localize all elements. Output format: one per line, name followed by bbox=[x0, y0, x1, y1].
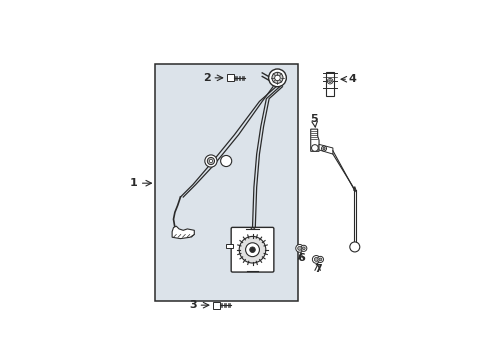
Text: 7: 7 bbox=[314, 264, 321, 274]
Circle shape bbox=[323, 148, 325, 150]
Bar bbox=[155, 64, 298, 301]
Circle shape bbox=[269, 69, 286, 87]
Text: 5: 5 bbox=[310, 114, 318, 125]
Text: 2: 2 bbox=[203, 73, 211, 83]
Circle shape bbox=[275, 75, 280, 81]
Circle shape bbox=[301, 245, 307, 251]
Circle shape bbox=[318, 256, 323, 262]
Text: 4: 4 bbox=[348, 74, 356, 84]
Circle shape bbox=[302, 247, 305, 250]
Circle shape bbox=[321, 146, 326, 151]
Bar bbox=[213, 302, 220, 309]
Circle shape bbox=[272, 72, 283, 84]
Circle shape bbox=[314, 257, 318, 261]
Circle shape bbox=[312, 145, 318, 151]
Circle shape bbox=[350, 242, 360, 252]
Circle shape bbox=[327, 78, 333, 84]
Text: 1: 1 bbox=[129, 178, 137, 188]
Polygon shape bbox=[225, 244, 233, 248]
Polygon shape bbox=[172, 226, 195, 239]
Circle shape bbox=[298, 246, 301, 250]
Circle shape bbox=[319, 258, 322, 261]
Polygon shape bbox=[311, 129, 319, 151]
FancyBboxPatch shape bbox=[231, 228, 274, 272]
Circle shape bbox=[207, 157, 215, 165]
Circle shape bbox=[296, 244, 303, 252]
Circle shape bbox=[329, 80, 332, 82]
Circle shape bbox=[239, 237, 266, 263]
Text: 3: 3 bbox=[189, 300, 196, 310]
Circle shape bbox=[313, 256, 320, 263]
Polygon shape bbox=[319, 144, 333, 154]
Bar bbox=[227, 74, 234, 81]
Circle shape bbox=[245, 243, 259, 257]
Circle shape bbox=[205, 155, 217, 167]
Circle shape bbox=[220, 156, 232, 167]
Text: 6: 6 bbox=[297, 253, 305, 263]
Circle shape bbox=[250, 247, 255, 252]
Bar bbox=[326, 72, 334, 96]
Circle shape bbox=[209, 159, 213, 163]
